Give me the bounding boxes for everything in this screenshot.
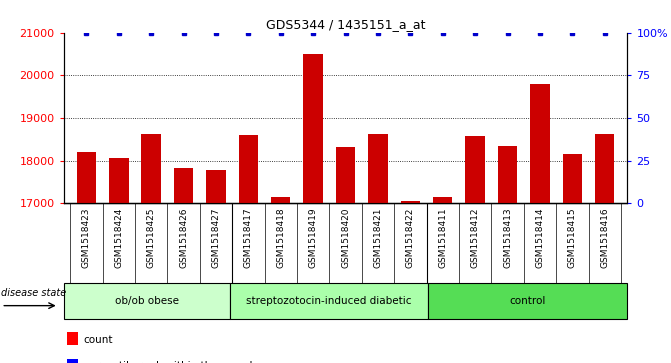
Text: GSM1518421: GSM1518421 bbox=[374, 207, 382, 268]
Bar bbox=[530, 84, 550, 203]
Text: GSM1518415: GSM1518415 bbox=[568, 207, 577, 268]
Bar bbox=[562, 154, 582, 203]
Text: percentile rank within the sample: percentile rank within the sample bbox=[83, 361, 260, 363]
Bar bbox=[239, 135, 258, 203]
Text: GSM1518425: GSM1518425 bbox=[147, 207, 156, 268]
Bar bbox=[429, 283, 627, 319]
Text: GSM1518414: GSM1518414 bbox=[535, 207, 544, 268]
Text: disease state: disease state bbox=[1, 288, 66, 298]
Bar bbox=[595, 134, 615, 203]
Bar bbox=[336, 147, 355, 203]
Text: GSM1518412: GSM1518412 bbox=[470, 207, 480, 268]
Text: GSM1518419: GSM1518419 bbox=[309, 207, 317, 268]
Text: GSM1518427: GSM1518427 bbox=[211, 207, 221, 268]
Text: GSM1518424: GSM1518424 bbox=[114, 207, 123, 268]
Bar bbox=[433, 197, 452, 203]
Bar bbox=[229, 283, 429, 319]
Bar bbox=[271, 197, 291, 203]
Bar bbox=[174, 168, 193, 203]
Bar bbox=[64, 283, 229, 319]
Bar bbox=[206, 170, 225, 203]
Bar bbox=[368, 134, 388, 203]
Text: ob/ob obese: ob/ob obese bbox=[115, 296, 178, 306]
Bar bbox=[401, 201, 420, 203]
Text: GSM1518411: GSM1518411 bbox=[438, 207, 448, 268]
Bar bbox=[142, 134, 161, 203]
Text: GSM1518423: GSM1518423 bbox=[82, 207, 91, 268]
Bar bbox=[76, 152, 96, 203]
Bar bbox=[66, 359, 78, 363]
Text: streptozotocin-induced diabetic: streptozotocin-induced diabetic bbox=[246, 296, 412, 306]
Text: GSM1518426: GSM1518426 bbox=[179, 207, 188, 268]
Text: GSM1518416: GSM1518416 bbox=[601, 207, 609, 268]
Bar bbox=[498, 146, 517, 203]
Bar bbox=[109, 159, 129, 203]
Bar bbox=[466, 136, 485, 203]
Bar bbox=[66, 332, 78, 345]
Text: GSM1518413: GSM1518413 bbox=[503, 207, 512, 268]
Text: count: count bbox=[83, 335, 113, 345]
Text: control: control bbox=[510, 296, 546, 306]
Text: GSM1518420: GSM1518420 bbox=[341, 207, 350, 268]
Text: GSM1518418: GSM1518418 bbox=[276, 207, 285, 268]
Text: GSM1518417: GSM1518417 bbox=[244, 207, 253, 268]
Text: GSM1518422: GSM1518422 bbox=[406, 207, 415, 268]
Title: GDS5344 / 1435151_a_at: GDS5344 / 1435151_a_at bbox=[266, 19, 425, 32]
Bar bbox=[303, 54, 323, 203]
